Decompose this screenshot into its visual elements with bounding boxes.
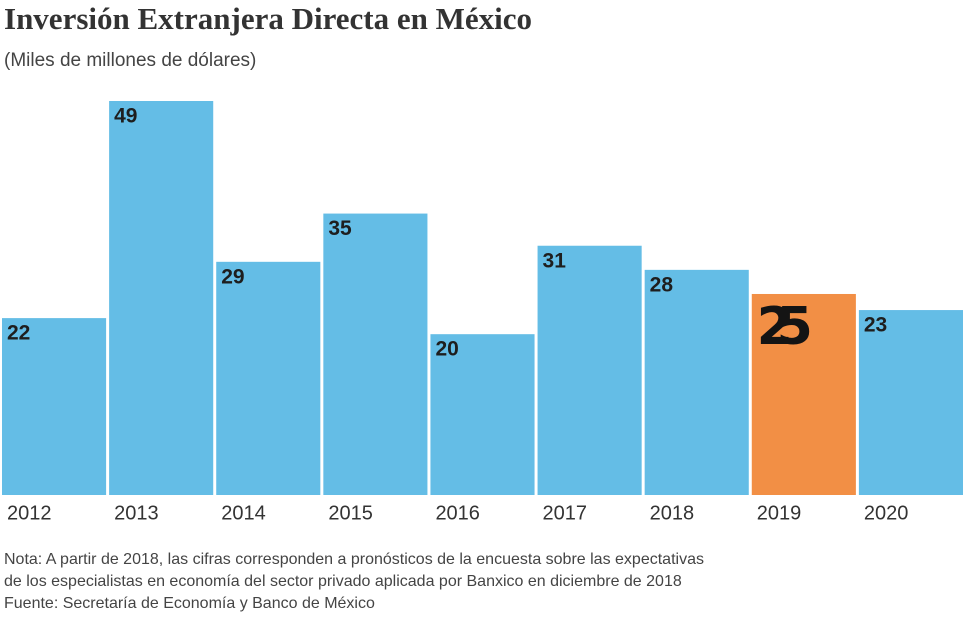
value-label: 35 — [328, 217, 352, 240]
value-label: 22 — [7, 322, 30, 345]
x-tick-label: 2016 — [435, 502, 480, 524]
note: Fuente: Secretaría de Economía y Banco d… — [4, 595, 375, 612]
bar — [430, 334, 535, 495]
x-tick-label: 2020 — [864, 502, 909, 524]
note: de los especialistas en economía del sec… — [4, 573, 682, 590]
x-tick-label: 2019 — [757, 502, 802, 524]
bar — [537, 245, 642, 495]
note: Nota: A partir de 2018, las cifras corre… — [4, 551, 704, 568]
x-tick-label: 2015 — [328, 502, 373, 524]
chart-subtitle: (Miles de millones de dólares) — [4, 50, 256, 71]
value-label: 28 — [650, 273, 674, 296]
value-label: 20 — [435, 338, 458, 361]
value-label: 49 — [114, 105, 137, 128]
value-label: 25 — [757, 297, 813, 357]
bar — [2, 318, 107, 495]
bar — [858, 310, 963, 495]
bar — [751, 293, 856, 495]
bar — [109, 101, 214, 495]
x-tick-label: 2012 — [7, 502, 52, 524]
bar — [644, 269, 749, 495]
x-tick-label: 2018 — [650, 502, 695, 524]
value-label: 29 — [221, 265, 244, 288]
bar — [323, 213, 428, 496]
value-label: 31 — [543, 249, 567, 272]
value-label: 23 — [864, 314, 887, 337]
x-tick-label: 2017 — [543, 502, 588, 524]
x-tick-label: 2013 — [114, 502, 159, 524]
bar — [216, 261, 321, 495]
x-tick-label: 2014 — [221, 502, 266, 524]
chart-title: Inversión Extranjera Directa en México — [4, 1, 532, 36]
